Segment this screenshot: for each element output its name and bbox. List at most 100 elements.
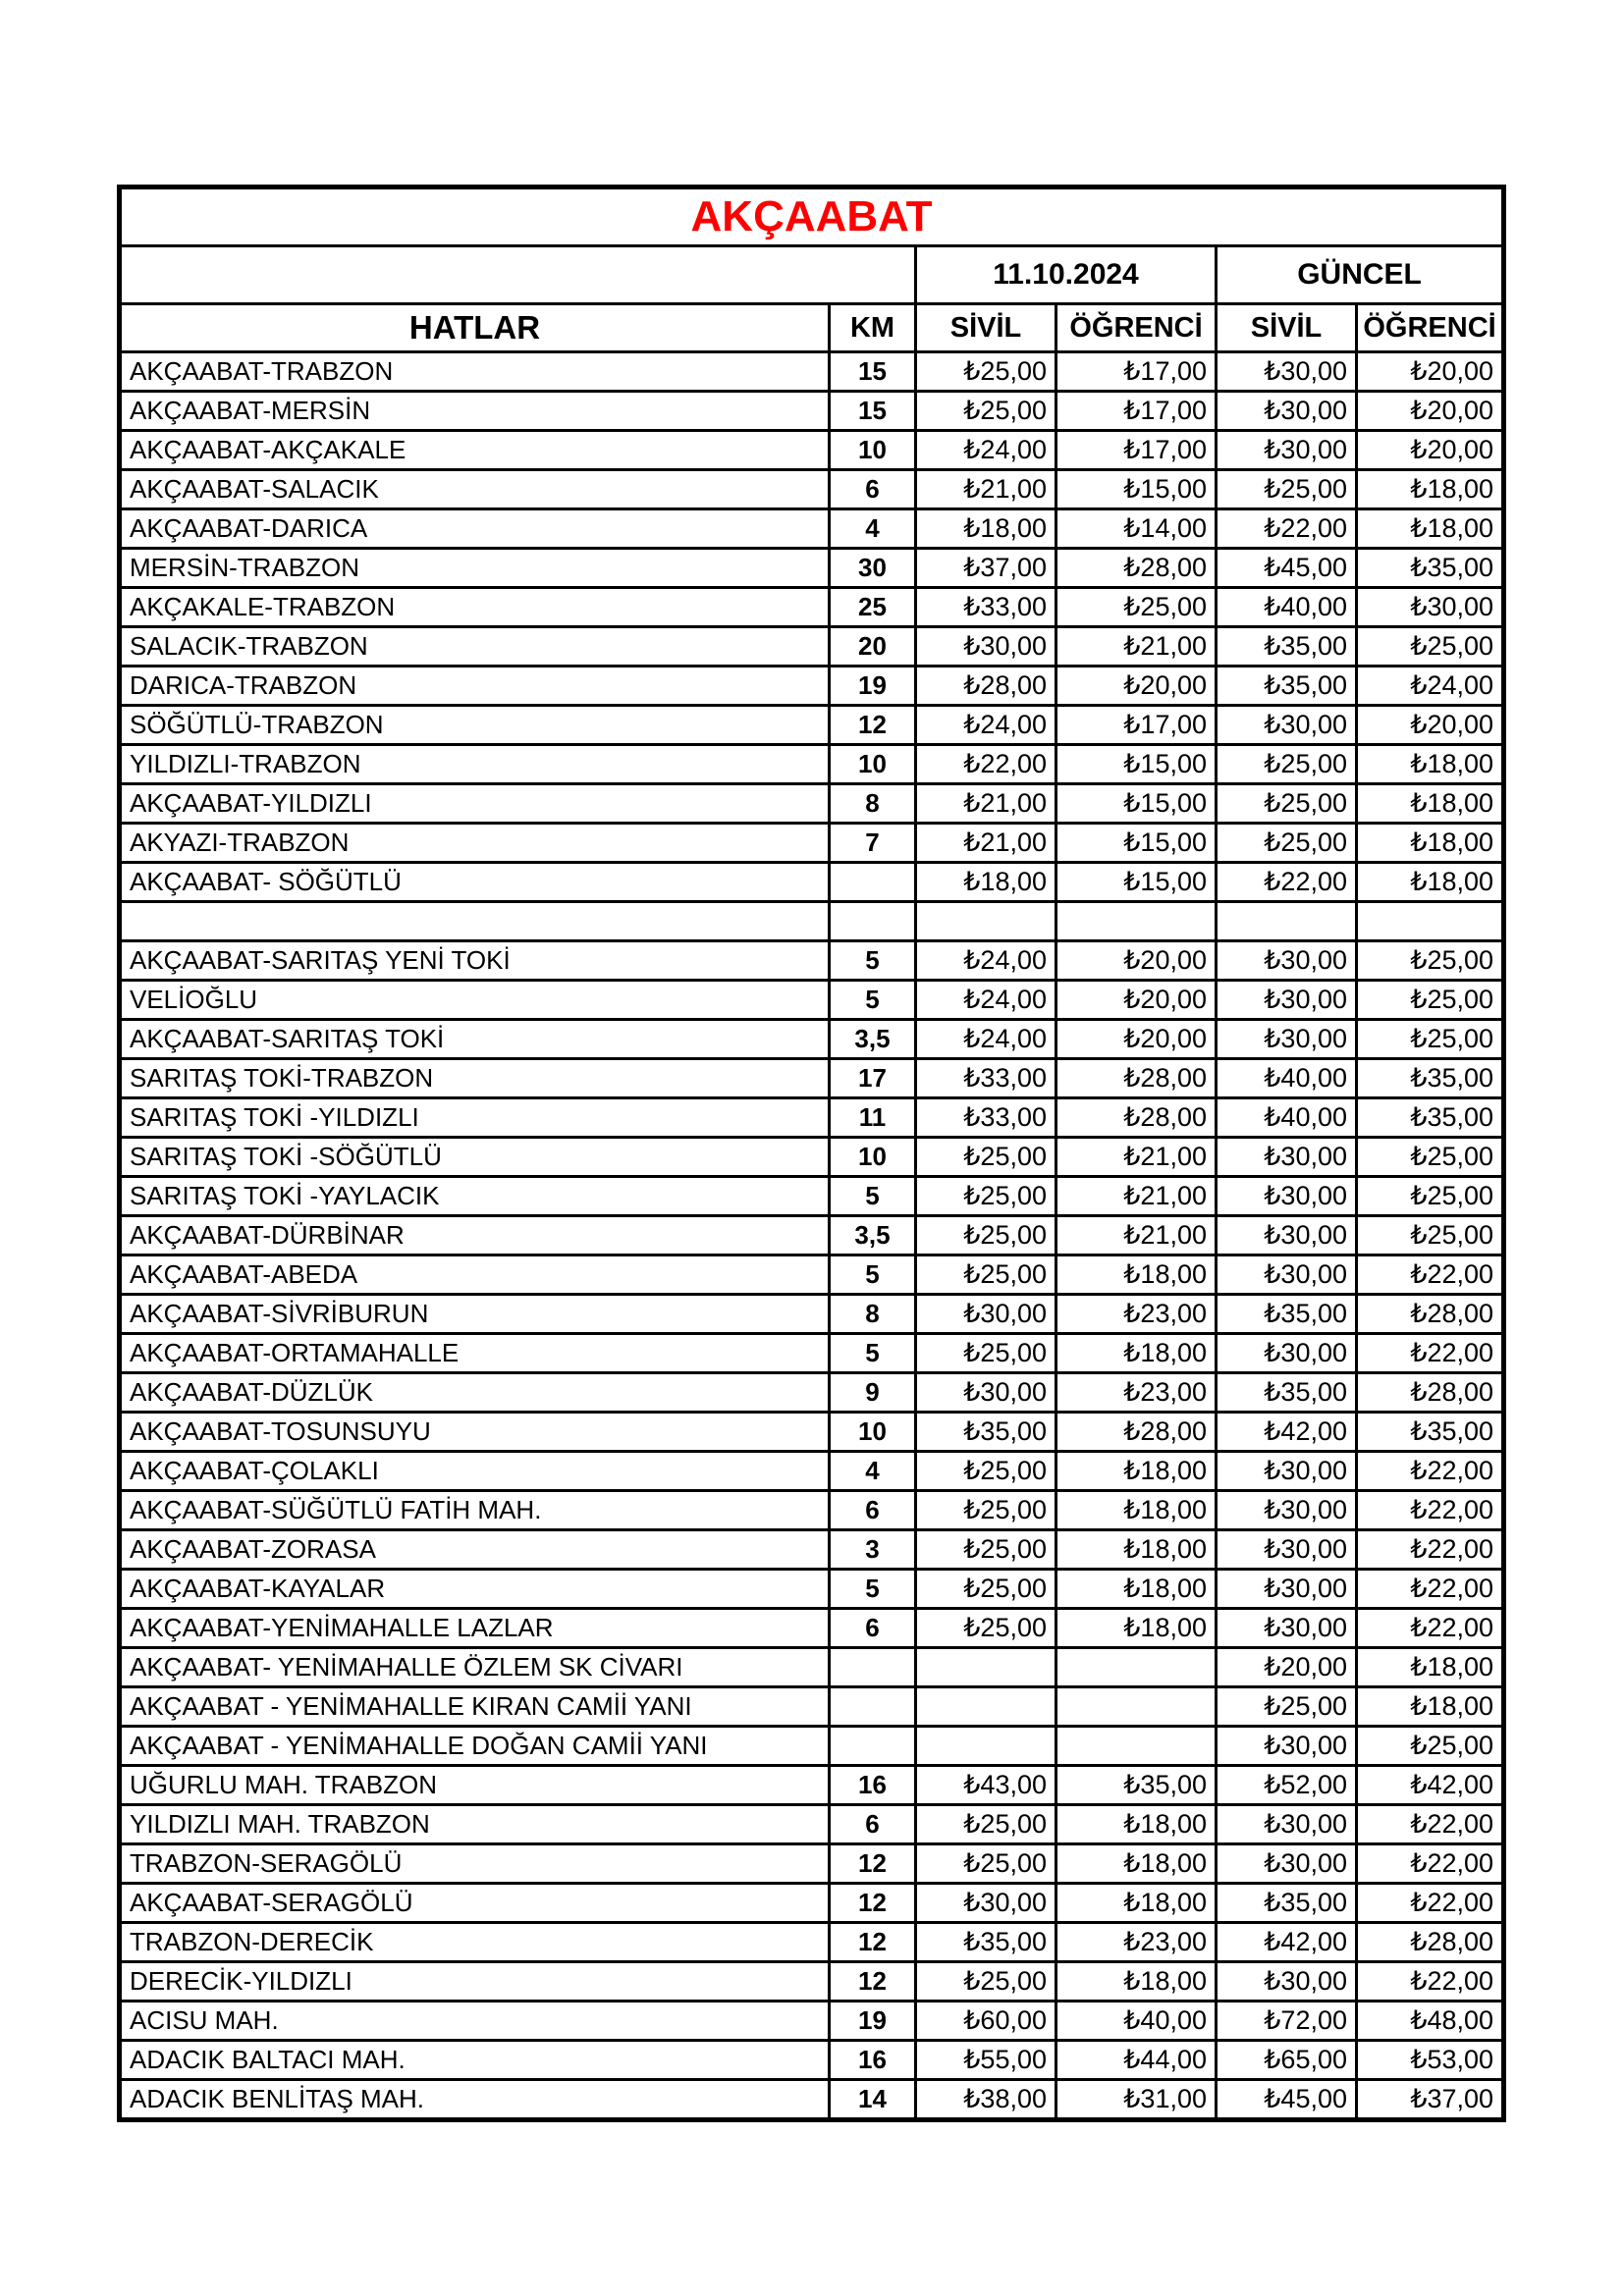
table-row: SÖĞÜTLÜ-TRABZON 12 ₺24,00 ₺17,00 ₺30,00 … — [118, 704, 1506, 746]
ogrenci-2024-cell: ₺20,00 — [1055, 939, 1218, 982]
ogrenci-2024-cell: ₺15,00 — [1055, 861, 1218, 903]
table-row: ADACIK BENLİTAŞ MAH. 14 ₺38,00 ₺31,00 ₺4… — [118, 2078, 1506, 2121]
sivil-guncel-cell: ₺20,00 — [1215, 1646, 1358, 1688]
ogrenci-2024-cell: ₺18,00 — [1055, 1332, 1218, 1374]
km-cell: 19 — [828, 2000, 917, 2042]
ogrenci-guncel-cell — [1354, 900, 1506, 942]
ogrenci-2024-cell: ₺21,00 — [1055, 1214, 1218, 1256]
table-row: AKÇAABAT- SÖĞÜTLÜ ₺18,00 ₺15,00 ₺22,00 ₺… — [118, 861, 1506, 903]
km-cell: 5 — [828, 1175, 917, 1217]
sivil-guncel-cell: ₺35,00 — [1215, 1293, 1358, 1335]
ogrenci-guncel-cell: ₺42,00 — [1354, 1764, 1506, 1806]
ogrenci-guncel-cell: ₺22,00 — [1354, 1882, 1506, 1924]
sivil-2024-cell: ₺18,00 — [914, 861, 1057, 903]
table-row: AKÇAABAT-AKÇAKALE 10 ₺24,00 ₺17,00 ₺30,0… — [118, 429, 1506, 471]
sivil-guncel-cell: ₺42,00 — [1215, 1411, 1358, 1453]
ogrenci-guncel-cell: ₺35,00 — [1354, 547, 1506, 589]
table-row: AKÇAABAT-MERSİN 15 ₺25,00 ₺17,00 ₺30,00 … — [118, 390, 1506, 432]
route-cell: SÖĞÜTLÜ-TRABZON — [118, 704, 831, 746]
route-cell: AKÇAABAT-DÜRBİNAR — [118, 1214, 831, 1256]
ogrenci-2024-cell: ₺18,00 — [1055, 1489, 1218, 1531]
fare-rows: AKÇAABAT-TRABZON 15 ₺25,00 ₺17,00 ₺30,00… — [118, 350, 1506, 2121]
table-row: DARICA-TRABZON 19 ₺28,00 ₺20,00 ₺35,00 ₺… — [118, 665, 1506, 707]
table-row: SARITAŞ TOKİ -YAYLACIK 5 ₺25,00 ₺21,00 ₺… — [118, 1175, 1506, 1217]
column-header-row: HATLAR KM SİVİL ÖĞRENCİ SİVİL ÖĞRENCİ — [118, 302, 1506, 353]
route-cell: AKÇAABAT-ABEDA — [118, 1254, 831, 1296]
sivil-2024-cell: ₺18,00 — [914, 507, 1057, 550]
sivil-2024-cell: ₺55,00 — [914, 2039, 1057, 2081]
sivil-guncel-cell: ₺25,00 — [1215, 782, 1358, 825]
ogrenci-guncel-cell: ₺20,00 — [1354, 350, 1506, 393]
km-cell: 10 — [828, 743, 917, 785]
sivil-guncel-cell: ₺30,00 — [1215, 1489, 1358, 1531]
ogrenci-2024-cell: ₺28,00 — [1055, 547, 1218, 589]
sivil-2024-cell: ₺33,00 — [914, 1096, 1057, 1139]
route-cell: AKÇAABAT - YENİMAHALLE DOĞAN CAMİİ YANI — [118, 1725, 831, 1767]
table-row: AKÇAKALE-TRABZON 25 ₺33,00 ₺25,00 ₺40,00… — [118, 586, 1506, 628]
sivil-guncel-cell: ₺30,00 — [1215, 1607, 1358, 1649]
sivil-guncel-cell: ₺30,00 — [1215, 1332, 1358, 1374]
km-cell: 19 — [828, 665, 917, 707]
route-cell: SALACIK-TRABZON — [118, 625, 831, 667]
route-cell — [118, 900, 831, 942]
sivil-2024-cell: ₺24,00 — [914, 939, 1057, 982]
km-cell: 10 — [828, 1136, 917, 1178]
group-header-current: GÜNCEL — [1214, 244, 1506, 305]
sivil-guncel-cell: ₺30,00 — [1215, 350, 1358, 393]
sivil-2024-cell: ₺25,00 — [914, 1332, 1057, 1374]
table-row: AKÇAABAT-SÜĞÜTLÜ FATİH MAH. 6 ₺25,00 ₺18… — [118, 1489, 1506, 1531]
ogrenci-guncel-cell: ₺18,00 — [1354, 507, 1506, 550]
sivil-2024-cell: ₺25,00 — [914, 1489, 1057, 1531]
route-cell: ADACIK BENLİTAŞ MAH. — [118, 2078, 831, 2121]
route-cell: AKÇAABAT-YILDIZLI — [118, 782, 831, 825]
route-cell: AKÇAABAT-TOSUNSUYU — [118, 1411, 831, 1453]
ogrenci-guncel-cell: ₺25,00 — [1354, 1214, 1506, 1256]
km-cell: 15 — [828, 390, 917, 432]
ogrenci-2024-cell: ₺44,00 — [1055, 2039, 1218, 2081]
route-cell: AKYAZI-TRABZON — [118, 822, 831, 864]
sivil-guncel-cell: ₺25,00 — [1215, 743, 1358, 785]
sivil-2024-cell — [914, 1725, 1057, 1767]
sivil-2024-cell: ₺25,00 — [914, 1568, 1057, 1610]
route-cell: AKÇAABAT-SERAGÖLÜ — [118, 1882, 831, 1924]
km-cell: 6 — [828, 1489, 917, 1531]
sivil-2024-cell: ₺25,00 — [914, 1960, 1057, 2002]
sivil-guncel-cell: ₺30,00 — [1215, 1254, 1358, 1296]
route-cell: AKÇAABAT- YENİMAHALLE ÖZLEM SK CİVARI — [118, 1646, 831, 1688]
route-cell: AKÇAKALE-TRABZON — [118, 586, 831, 628]
ogrenci-2024-cell: ₺18,00 — [1055, 1450, 1218, 1492]
sivil-2024-cell: ₺37,00 — [914, 547, 1057, 589]
km-cell: 14 — [828, 2078, 917, 2121]
ogrenci-2024-cell: ₺28,00 — [1055, 1411, 1218, 1453]
table-row: AKÇAABAT-DÜZLÜK 9 ₺30,00 ₺23,00 ₺35,00 ₺… — [118, 1371, 1506, 1414]
route-cell: AKÇAABAT-MERSİN — [118, 390, 831, 432]
km-cell — [828, 1685, 917, 1728]
km-cell: 5 — [828, 1332, 917, 1374]
table-row: AKÇAABAT- YENİMAHALLE ÖZLEM SK CİVARI ₺2… — [118, 1646, 1506, 1688]
ogrenci-guncel-cell: ₺18,00 — [1354, 861, 1506, 903]
route-cell: AKÇAABAT-ÇOLAKLI — [118, 1450, 831, 1492]
km-cell: 6 — [828, 468, 917, 510]
ogrenci-guncel-cell: ₺22,00 — [1354, 1842, 1506, 1885]
ogrenci-2024-cell: ₺18,00 — [1055, 1882, 1218, 1924]
ogrenci-guncel-cell: ₺18,00 — [1354, 782, 1506, 825]
ogrenci-2024-cell: ₺21,00 — [1055, 625, 1218, 667]
col-header-ogrenci-guncel: ÖĞRENCİ — [1354, 302, 1506, 353]
sivil-guncel-cell: ₺30,00 — [1215, 1136, 1358, 1178]
ogrenci-2024-cell: ₺15,00 — [1055, 468, 1218, 510]
sivil-guncel-cell: ₺45,00 — [1215, 547, 1358, 589]
km-cell: 3 — [828, 1528, 917, 1571]
km-cell: 3,5 — [828, 1018, 917, 1060]
ogrenci-guncel-cell: ₺20,00 — [1354, 429, 1506, 471]
ogrenci-2024-cell: ₺18,00 — [1055, 1803, 1218, 1845]
route-cell: AKÇAABAT-ORTAMAHALLE — [118, 1332, 831, 1374]
ogrenci-guncel-cell: ₺22,00 — [1354, 1528, 1506, 1571]
km-cell: 20 — [828, 625, 917, 667]
sivil-guncel-cell: ₺72,00 — [1215, 2000, 1358, 2042]
route-cell: SARITAŞ TOKİ -SÖĞÜTLÜ — [118, 1136, 831, 1178]
route-cell: AKÇAABAT- SÖĞÜTLÜ — [118, 861, 831, 903]
sivil-2024-cell: ₺25,00 — [914, 1450, 1057, 1492]
sivil-2024-cell: ₺25,00 — [914, 1175, 1057, 1217]
ogrenci-2024-cell: ₺31,00 — [1055, 2078, 1218, 2121]
